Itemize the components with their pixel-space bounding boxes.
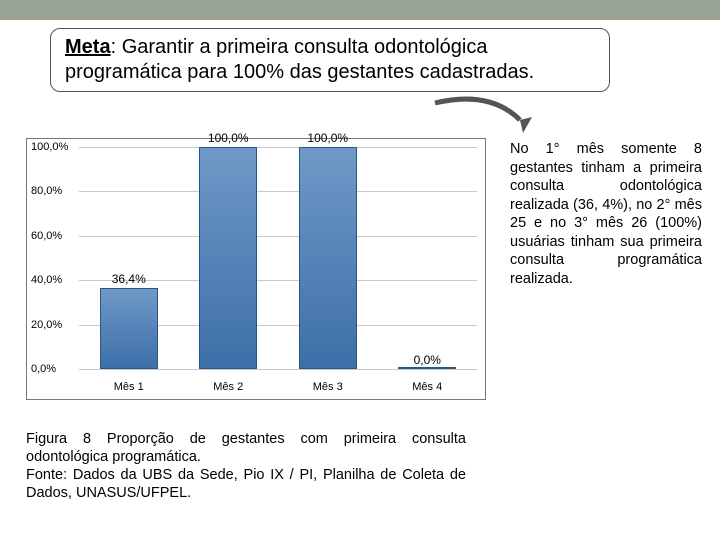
y-tick-label: 100,0%	[31, 141, 75, 153]
figure-caption: Figura 8 Proporção de gestantes com prim…	[26, 430, 466, 503]
caption-line-1: Figura 8 Proporção de gestantes com prim…	[26, 431, 466, 465]
meta-label: Meta	[65, 36, 111, 58]
bar-value-label: 0,0%	[387, 353, 467, 367]
bar-chart: 0,0% 20,0% 40,0% 60,0% 80,0% 100,0% 36,4% Mês 1…	[26, 138, 486, 400]
bar	[199, 147, 257, 369]
y-tick-label: 40,0%	[31, 274, 75, 286]
meta-box: Meta: Garantir a primeira consulta odont…	[50, 28, 610, 92]
gridline	[79, 147, 477, 148]
bar	[398, 367, 456, 369]
plot-area	[79, 147, 477, 369]
bar-value-label: 36,4%	[89, 272, 169, 286]
y-tick-label: 80,0%	[31, 185, 75, 197]
x-tick-label: Mês 1	[89, 381, 169, 393]
bar	[299, 147, 357, 369]
meta-text: : Garantir a primeira consulta odontológ…	[65, 36, 534, 83]
gridline	[79, 369, 477, 370]
gridline	[79, 236, 477, 237]
bar	[100, 288, 158, 369]
y-tick-label: 60,0%	[31, 230, 75, 242]
top-bar	[0, 0, 720, 20]
x-tick-label: Mês 2	[188, 381, 268, 393]
x-tick-label: Mês 4	[387, 381, 467, 393]
caption-line-2: Fonte: Dados da UBS da Sede, Pio IX / PI…	[26, 467, 466, 501]
x-tick-label: Mês 3	[288, 381, 368, 393]
y-tick-label: 0,0%	[31, 363, 75, 375]
bar-value-label: 100,0%	[288, 131, 368, 145]
side-paragraph: No 1° mês somente 8 gestantes tinham a p…	[510, 140, 702, 288]
bar-value-label: 100,0%	[188, 131, 268, 145]
gridline	[79, 191, 477, 192]
y-tick-label: 20,0%	[31, 319, 75, 331]
